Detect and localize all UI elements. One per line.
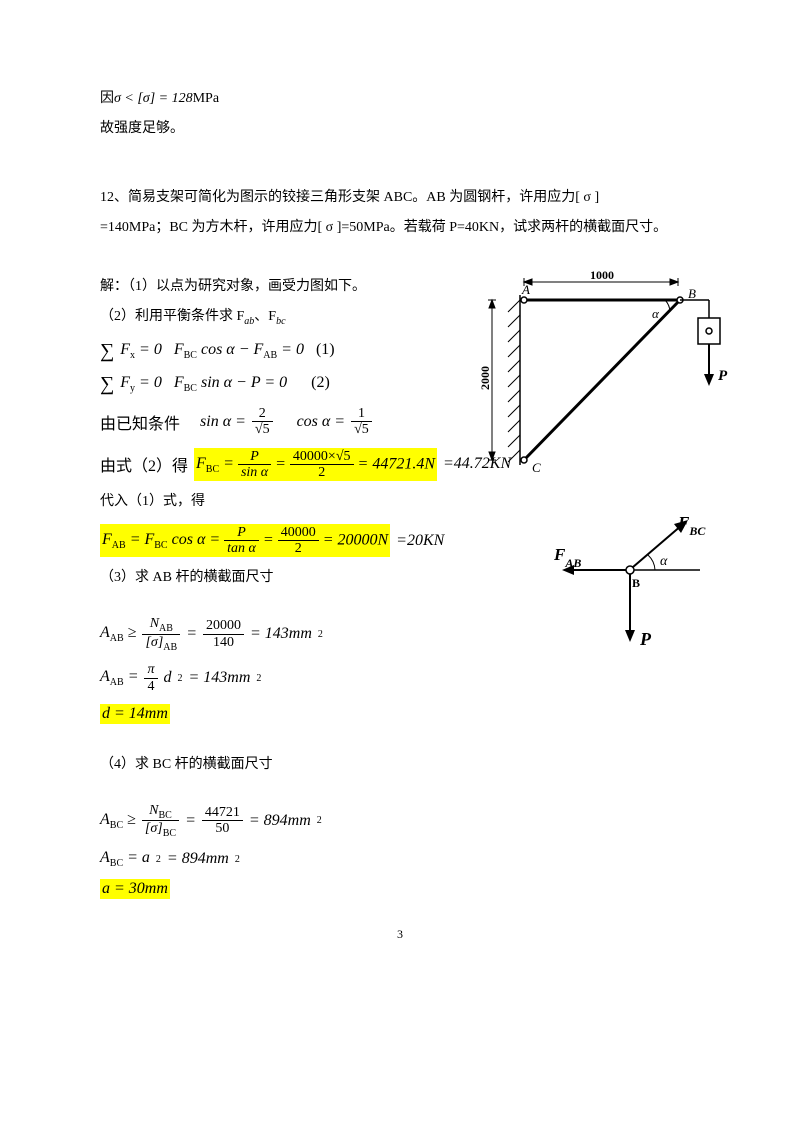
abc-formula: ABC = a2 = 894mm2 <box>100 849 700 869</box>
svg-text:P: P <box>639 629 652 649</box>
a-label: A <box>521 282 530 297</box>
structure-figure: 1000 2000 α <box>480 270 740 485</box>
svg-text:α: α <box>660 554 668 569</box>
svg-text:FAB: FAB <box>553 545 581 570</box>
aab-formula: AAB = π4 d2 = 143mm2 <box>100 662 700 694</box>
d-result: d = 14mm <box>100 704 700 724</box>
top-eq: 因σ < [σ] = 128MPa <box>100 88 700 110</box>
free-body-diagram: FAB FBC α P B <box>550 510 720 665</box>
dim-1000-label: 1000 <box>590 270 614 282</box>
alpha-label: α <box>652 306 660 321</box>
abc-ineq: ABC ≥ NBC[σ]BC = 4472150 = 894mm2 <box>100 803 700 840</box>
dim-2000-label: 2000 <box>480 366 492 390</box>
page: 因σ < [σ] = 128MPa 故强度足够。 12、简易支架可简化为图示的铰… <box>0 0 800 982</box>
svg-text:B: B <box>632 576 640 590</box>
page-number: 3 <box>100 927 700 942</box>
problem-line2: =140MPa；BC 为方木杆，许用应力[ σ ]=50MPa。若载荷 P=40… <box>100 217 700 239</box>
c-label: C <box>532 460 541 475</box>
sol-step4: （4）求 BC 杆的横截面尺寸 <box>100 754 700 776</box>
a-result: a = 30mm <box>100 879 700 899</box>
b-label: B <box>688 286 696 301</box>
p-label: P <box>718 368 728 384</box>
top-conclusion: 故强度足够。 <box>100 118 700 140</box>
problem-line1: 12、简易支架可简化为图示的铰接三角形支架 ABC。AB 为圆钢杆，许用应力[ … <box>100 187 700 209</box>
svg-text:FBC: FBC <box>677 513 706 538</box>
